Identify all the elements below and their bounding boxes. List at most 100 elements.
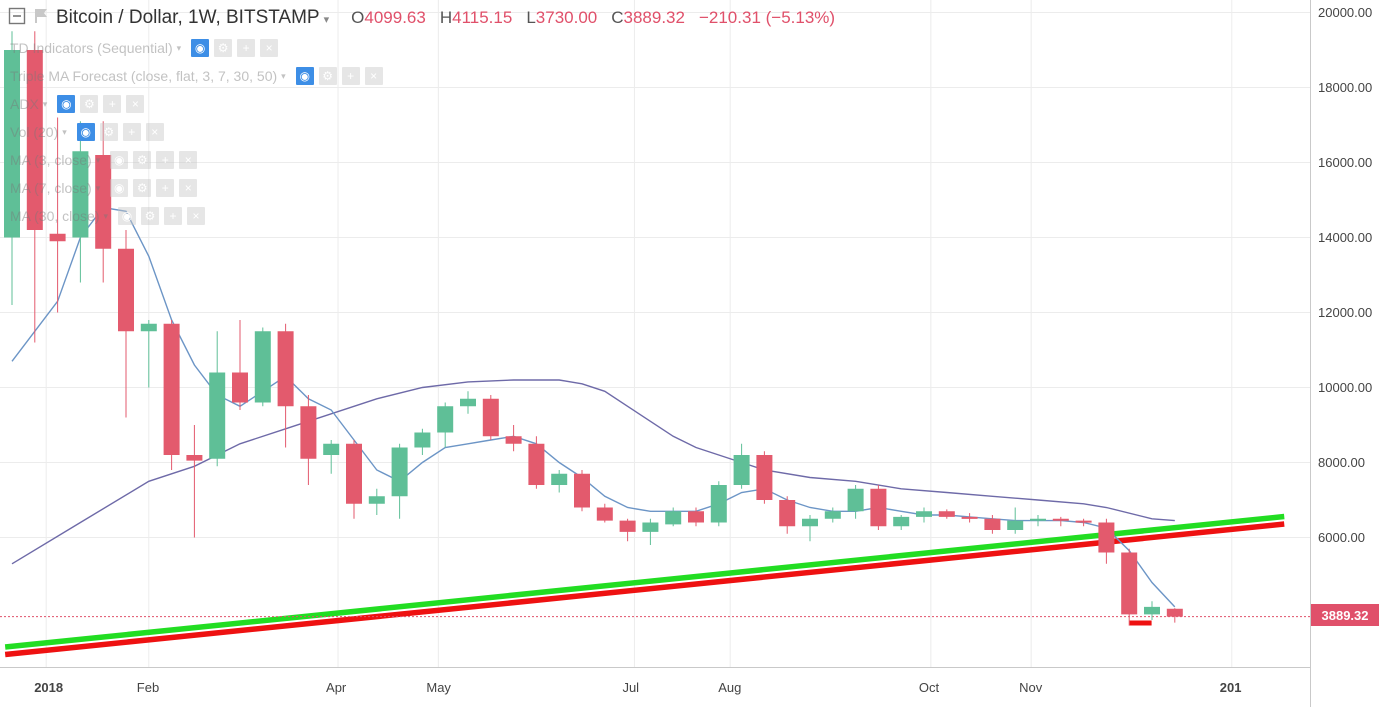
candle (72, 121, 89, 283)
indicator-label[interactable]: Vol (20) (10, 124, 59, 140)
candle (323, 440, 340, 474)
candle-body (1052, 518, 1069, 521)
eye-icon[interactable]: ◉ (110, 151, 129, 169)
add-icon[interactable]: + (103, 95, 122, 113)
eye-icon[interactable]: ◉ (76, 123, 95, 141)
price-axis[interactable] (1310, 0, 1390, 707)
symbol-selector[interactable]: Bitcoin / Dollar, 1W, BITSTAMP ▾ (56, 7, 329, 29)
candle (368, 488, 385, 515)
candle (596, 503, 613, 523)
settings-icon[interactable]: ⚙ (133, 151, 152, 169)
chevron-down-icon[interactable]: ▾ (103, 210, 109, 221)
candle-body (961, 516, 978, 519)
chevron-down-icon[interactable]: ▾ (62, 126, 67, 137)
add-icon[interactable]: + (164, 207, 183, 225)
candle-body (642, 522, 659, 532)
eye-icon[interactable]: ◉ (191, 39, 210, 57)
x-tick-label: 2018 (34, 680, 64, 695)
indicator-row[interactable]: Triple MA Forecast (close, flat, 3, 7, 3… (10, 62, 388, 90)
y-tick-label: 6000.00 (1318, 529, 1365, 545)
settings-icon[interactable]: ⚙ (80, 95, 99, 113)
indicator-label[interactable]: MA (30, close) (10, 208, 100, 224)
x-tick-label: Jul (622, 680, 640, 695)
candle (961, 513, 978, 523)
collapse-icon[interactable] (8, 7, 26, 30)
candle (1166, 608, 1183, 623)
indicator-label[interactable]: Triple MA Forecast (close, flat, 3, 7, 3… (10, 68, 278, 84)
candle (140, 320, 157, 388)
indicator-row[interactable]: ADX ▾ ◉ ⚙ + × (10, 90, 388, 118)
high-value: H4115.15 (439, 8, 513, 27)
low-value: L3730.00 (526, 8, 598, 27)
candle (551, 470, 568, 493)
eye-icon[interactable]: ◉ (57, 95, 76, 113)
add-icon[interactable]: + (122, 123, 141, 141)
close-icon[interactable]: × (187, 207, 206, 225)
add-icon[interactable]: + (156, 151, 175, 169)
candle-body (733, 455, 750, 485)
indicator-row[interactable]: MA (3, close) ▾ ◉ ⚙ + × (10, 146, 388, 174)
add-icon[interactable]: + (341, 67, 360, 85)
candle-body (232, 372, 248, 403)
close-icon[interactable]: × (126, 95, 145, 113)
chevron-down-icon[interactable]: ▾ (95, 154, 101, 165)
add-icon[interactable]: + (156, 179, 175, 197)
close-icon[interactable]: × (260, 39, 279, 57)
candle-body (1030, 518, 1046, 521)
time-axis[interactable] (0, 667, 1310, 707)
close-icon[interactable]: × (364, 67, 383, 85)
candle (802, 515, 818, 542)
settings-icon[interactable]: ⚙ (141, 207, 160, 225)
chevron-down-icon[interactable]: ▾ (281, 70, 286, 81)
candle (163, 320, 180, 470)
candle (619, 518, 636, 542)
candle-body (414, 432, 431, 448)
candle-body (505, 436, 522, 444)
candle-body (870, 488, 887, 527)
indicator-row[interactable]: TD Indicators (Sequential) ▾ ◉ ⚙ + × (10, 34, 388, 62)
candle (437, 402, 454, 448)
indicator-row[interactable]: MA (30, close) ▾ ◉ ⚙ + × (10, 202, 388, 230)
indicator-label[interactable]: ADX (10, 96, 39, 112)
open-value: O4099.63 (351, 8, 426, 27)
indicator-label[interactable]: MA (3, close) (10, 152, 92, 168)
candle (391, 443, 408, 519)
close-icon[interactable]: × (179, 151, 198, 169)
eye-icon[interactable]: ◉ (110, 179, 129, 197)
indicator-label[interactable]: MA (7, close) (10, 180, 92, 196)
chevron-down-icon[interactable]: ▾ (176, 42, 182, 53)
y-tick-label: 18000.00 (1318, 79, 1373, 95)
settings-icon[interactable]: ⚙ (214, 39, 233, 57)
indicator-row[interactable]: Vol (20) ▾ ◉ ⚙ + × (10, 118, 388, 146)
candle (482, 395, 499, 440)
candle-body (665, 511, 682, 525)
eye-icon[interactable]: ◉ (118, 207, 137, 225)
candle (916, 507, 932, 523)
y-tick-label: 20000.00 (1318, 4, 1373, 20)
chevron-down-icon[interactable]: ▾ (95, 182, 101, 193)
settings-icon[interactable]: ⚙ (133, 179, 152, 197)
indicator-row[interactable]: MA (7, close) ▾ ◉ ⚙ + × (10, 174, 388, 202)
indicator-label[interactable]: TD Indicators (Sequential) (10, 40, 173, 56)
candle (893, 515, 910, 530)
candle (710, 481, 727, 527)
candle-body (437, 406, 454, 433)
close-icon[interactable]: × (145, 123, 164, 141)
eye-icon[interactable]: ◉ (295, 67, 314, 85)
trend-line-green (4, 513, 1285, 650)
candle (1075, 518, 1092, 527)
settings-icon[interactable]: ⚙ (99, 123, 118, 141)
candle-body (391, 447, 408, 497)
settings-icon[interactable]: ⚙ (318, 67, 337, 85)
candle-body (802, 518, 818, 527)
add-icon[interactable]: + (237, 39, 256, 57)
candle (574, 470, 590, 512)
x-tick-label: Aug (718, 680, 742, 695)
candle (232, 320, 248, 410)
candle-body (847, 488, 864, 512)
candle (1098, 518, 1115, 564)
chevron-down-icon[interactable]: ▾ (42, 98, 48, 109)
candle (733, 443, 750, 489)
close-icon[interactable]: × (179, 179, 198, 197)
